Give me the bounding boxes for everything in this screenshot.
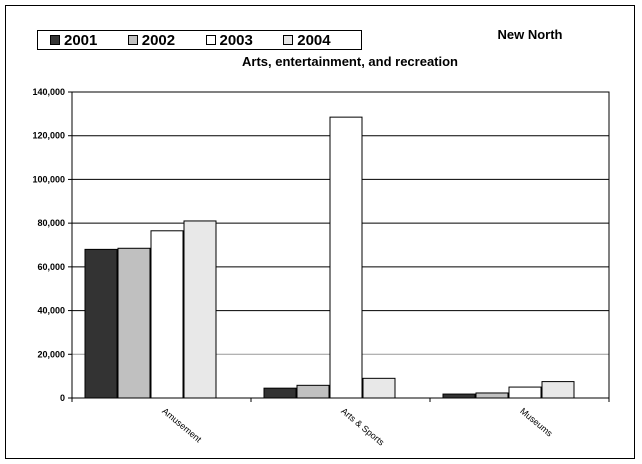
category-label: Arts & Sports	[339, 406, 386, 448]
y-tick-label: 140,000	[32, 87, 65, 97]
chart-subtitle: New North	[497, 27, 563, 42]
legend-label-2003: 2003	[219, 31, 253, 49]
y-tick-label: 100,000	[32, 174, 65, 184]
legend: 2001 2002 2003 2004	[37, 30, 362, 50]
bar-2004-arts-sports	[362, 377, 396, 399]
legend-swatch-2001	[50, 35, 60, 45]
legend-item-2001: 2001	[50, 32, 128, 49]
legend-label-2001: 2001	[64, 31, 98, 49]
y-tick-label: 20,000	[37, 349, 65, 359]
legend-swatch-2002	[127, 35, 138, 45]
category-label: Amusement	[160, 406, 204, 445]
bar-2003-museums	[508, 386, 542, 399]
bar-2004-museums	[541, 381, 575, 399]
bar-2002-arts-sports	[296, 384, 330, 399]
legend-swatch-2003	[205, 35, 216, 45]
category-label: Museums	[518, 406, 555, 439]
legend-item-2003: 2003	[205, 31, 284, 49]
bar-2001-museums	[442, 393, 476, 399]
legend-swatch-2004	[283, 35, 294, 45]
bar-2004-amusement	[183, 220, 217, 399]
bar-2002-amusement	[117, 247, 151, 399]
bar-2001-amusement	[84, 248, 118, 399]
legend-item-2004: 2004	[283, 32, 361, 49]
y-tick-label: 120,000	[32, 131, 65, 141]
chart-title: Arts, entertainment, and recreation	[242, 54, 458, 69]
y-tick-label: 80,000	[37, 218, 65, 228]
legend-label-2004: 2004	[297, 31, 331, 49]
y-tick-label: 0	[60, 393, 65, 403]
legend-label-2002: 2002	[141, 31, 176, 49]
bar-2001-arts-sports	[263, 387, 297, 399]
bar-2003-arts-sports	[329, 116, 363, 399]
legend-item-2002: 2002	[127, 31, 206, 49]
bar-2003-amusement	[150, 230, 184, 399]
y-tick-label: 60,000	[37, 262, 65, 272]
y-tick-label: 40,000	[37, 306, 65, 316]
bar-2002-museums	[475, 392, 509, 399]
